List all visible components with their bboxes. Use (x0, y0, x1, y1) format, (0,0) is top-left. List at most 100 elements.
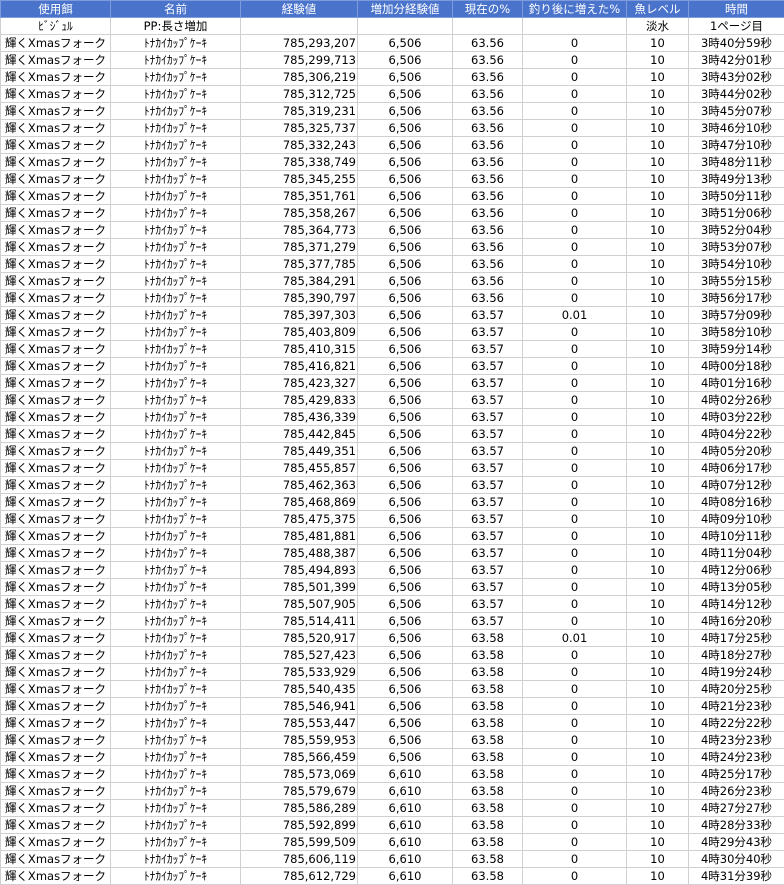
exp-cell: 785,559,953 (240, 731, 358, 749)
data-row: 輝くXmasフォーク ﾄﾅｶｲｶｯﾌﾟｹｰｷ 785,371,279 6,506 63.… (0, 238, 784, 256)
name-cell: ﾄﾅｶｲｶｯﾌﾟｹｰｷ (110, 544, 241, 562)
fish-level-cell: 10 (626, 442, 689, 460)
percent-cell: 63.58 (452, 867, 523, 885)
exp-gain-cell: 6,506 (357, 612, 453, 630)
data-row: 輝くXmasフォーク ﾄﾅｶｲｶｯﾌﾟｹｰｷ 785,592,899 6,610 63.… (0, 816, 784, 834)
bait-cell: 輝くXmasフォーク (0, 289, 111, 307)
percent-cell: 63.57 (452, 391, 523, 409)
data-row: 輝くXmasフォーク ﾄﾅｶｲｶｯﾌﾟｹｰｷ 785,358,267 6,506 63.… (0, 204, 784, 222)
percent-gain-cell: 0 (522, 85, 627, 103)
fish-level-cell: 10 (626, 85, 689, 103)
name-cell: ﾄﾅｶｲｶｯﾌﾟｹｰｷ (110, 714, 241, 732)
fish-level-cell: 10 (626, 510, 689, 528)
data-row: 輝くXmasフォーク ﾄﾅｶｲｶｯﾌﾟｹｰｷ 785,364,773 6,506 63.… (0, 221, 784, 239)
percent-cell: 63.57 (452, 408, 523, 426)
data-row: 輝くXmasフォーク ﾄﾅｶｲｶｯﾌﾟｹｰｷ 785,553,447 6,506 63.… (0, 714, 784, 732)
name-cell: ﾄﾅｶｲｶｯﾌﾟｹｰｷ (110, 527, 241, 545)
fish-level-cell: 10 (626, 68, 689, 86)
header-cell: 釣り後に増えた% (522, 0, 627, 18)
exp-gain-cell: 6,506 (357, 561, 453, 579)
fish-level-cell: 10 (626, 170, 689, 188)
exp-gain-cell: 6,506 (357, 459, 453, 477)
name-cell: ﾄﾅｶｲｶｯﾌﾟｹｰｷ (110, 85, 241, 103)
fish-level-cell: 10 (626, 595, 689, 613)
time-cell: 4時29分43秒 (688, 833, 784, 851)
exp-gain-cell: 6,506 (357, 493, 453, 511)
percent-gain-cell: 0 (522, 680, 627, 698)
bait-cell: 輝くXmasフォーク (0, 391, 111, 409)
name-cell: ﾄﾅｶｲｶｯﾌﾟｹｰｷ (110, 255, 241, 273)
time-cell: 4時14分12秒 (688, 595, 784, 613)
data-row: 輝くXmasフォーク ﾄﾅｶｲｶｯﾌﾟｹｰｷ 785,429,833 6,506 63.… (0, 391, 784, 409)
name-cell: ﾄﾅｶｲｶｯﾌﾟｹｰｷ (110, 748, 241, 766)
exp-gain-cell: 6,506 (357, 544, 453, 562)
fish-level-cell: 10 (626, 306, 689, 324)
percent-gain-cell: 0 (522, 867, 627, 885)
exp-cell: 785,312,725 (240, 85, 358, 103)
exp-cell: 785,507,905 (240, 595, 358, 613)
percent-cell: 63.56 (452, 221, 523, 239)
percent-gain-cell: 0 (522, 510, 627, 528)
fish-level-cell: 10 (626, 391, 689, 409)
exp-gain-cell: 6,506 (357, 170, 453, 188)
data-row: 輝くXmasフォーク ﾄﾅｶｲｶｯﾌﾟｹｰｷ 785,345,255 6,506 63.… (0, 170, 784, 188)
name-cell: ﾄﾅｶｲｶｯﾌﾟｹｰｷ (110, 51, 241, 69)
bait-cell: 輝くXmasフォーク (0, 136, 111, 154)
exp-cell: 785,397,303 (240, 306, 358, 324)
percent-gain-cell: 0 (522, 782, 627, 800)
time-cell: 3時42分01秒 (688, 51, 784, 69)
percent-gain-cell: 0 (522, 493, 627, 511)
header-row: 使用餌 名前 経験値 増加分経験値 現在の% 釣り後に増えた% 魚レベル 時間 (0, 0, 784, 18)
fish-level-cell: 10 (626, 255, 689, 273)
bait-cell: 輝くXmasフォーク (0, 170, 111, 188)
time-cell: 3時49分13秒 (688, 170, 784, 188)
name-cell: ﾄﾅｶｲｶｯﾌﾟｹｰｷ (110, 476, 241, 494)
exp-gain-cell: 6,506 (357, 476, 453, 494)
percent-gain-cell: 0 (522, 68, 627, 86)
exp-cell: 785,579,679 (240, 782, 358, 800)
exp-gain-cell: 6,506 (357, 340, 453, 358)
bait-cell: 輝くXmasフォーク (0, 765, 111, 783)
percent-cell: 63.58 (452, 765, 523, 783)
fish-level-cell: 10 (626, 714, 689, 732)
name-cell: ﾄﾅｶｲｶｯﾌﾟｹｰｷ (110, 646, 241, 664)
name-cell: ﾄﾅｶｲｶｯﾌﾟｹｰｷ (110, 34, 241, 52)
exp-gain-cell: 6,610 (357, 782, 453, 800)
fish-level-cell: 10 (626, 816, 689, 834)
fish-level-cell: 10 (626, 272, 689, 290)
percent-cell: 63.58 (452, 680, 523, 698)
name-cell: ﾄﾅｶｲｶｯﾌﾟｹｰｷ (110, 340, 241, 358)
data-row: 輝くXmasフォーク ﾄﾅｶｲｶｯﾌﾟｹｰｷ 785,410,315 6,506 63.… (0, 340, 784, 358)
exp-cell: 785,325,737 (240, 119, 358, 137)
time-cell: 3時46分10秒 (688, 119, 784, 137)
exp-cell: 785,442,845 (240, 425, 358, 443)
time-cell: 3時44分02秒 (688, 85, 784, 103)
name-type: PP:長さ増加 (110, 17, 241, 35)
fish-level-cell: 10 (626, 153, 689, 171)
cell (240, 17, 358, 35)
data-row: 輝くXmasフォーク ﾄﾅｶｲｶｯﾌﾟｹｰｷ 785,332,243 6,506 63.… (0, 136, 784, 154)
data-row: 輝くXmasフォーク ﾄﾅｶｲｶｯﾌﾟｹｰｷ 785,442,845 6,506 63.… (0, 425, 784, 443)
bait-cell: 輝くXmasフォーク (0, 731, 111, 749)
name-cell: ﾄﾅｶｲｶｯﾌﾟｹｰｷ (110, 510, 241, 528)
fish-level-cell: 10 (626, 680, 689, 698)
exp-cell: 785,468,869 (240, 493, 358, 511)
name-cell: ﾄﾅｶｲｶｯﾌﾟｹｰｷ (110, 119, 241, 137)
time-cell: 3時43分02秒 (688, 68, 784, 86)
name-cell: ﾄﾅｶｲｶｯﾌﾟｹｰｷ (110, 136, 241, 154)
bait-cell: 輝くXmasフォーク (0, 544, 111, 562)
exp-gain-cell: 6,506 (357, 204, 453, 222)
subheader-row: ﾋﾞｼﾞｭﾙ PP:長さ増加 淡水 1ページ目 (0, 17, 784, 35)
data-row: 輝くXmasフォーク ﾄﾅｶｲｶｯﾌﾟｹｰｷ 785,475,375 6,506 63.… (0, 510, 784, 528)
data-row: 輝くXmasフォーク ﾄﾅｶｲｶｯﾌﾟｹｰｷ 785,606,119 6,610 63.… (0, 850, 784, 868)
bait-cell: 輝くXmasフォーク (0, 85, 111, 103)
percent-gain-cell: 0 (522, 833, 627, 851)
name-cell: ﾄﾅｶｲｶｯﾌﾟｹｰｷ (110, 663, 241, 681)
exp-gain-cell: 6,506 (357, 68, 453, 86)
time-cell: 4時16分20秒 (688, 612, 784, 630)
data-row: 輝くXmasフォーク ﾄﾅｶｲｶｯﾌﾟｹｰｷ 785,573,069 6,610 63.… (0, 765, 784, 783)
fish-level-cell: 10 (626, 102, 689, 120)
fish-level-cell: 10 (626, 221, 689, 239)
percent-gain-cell: 0 (522, 272, 627, 290)
